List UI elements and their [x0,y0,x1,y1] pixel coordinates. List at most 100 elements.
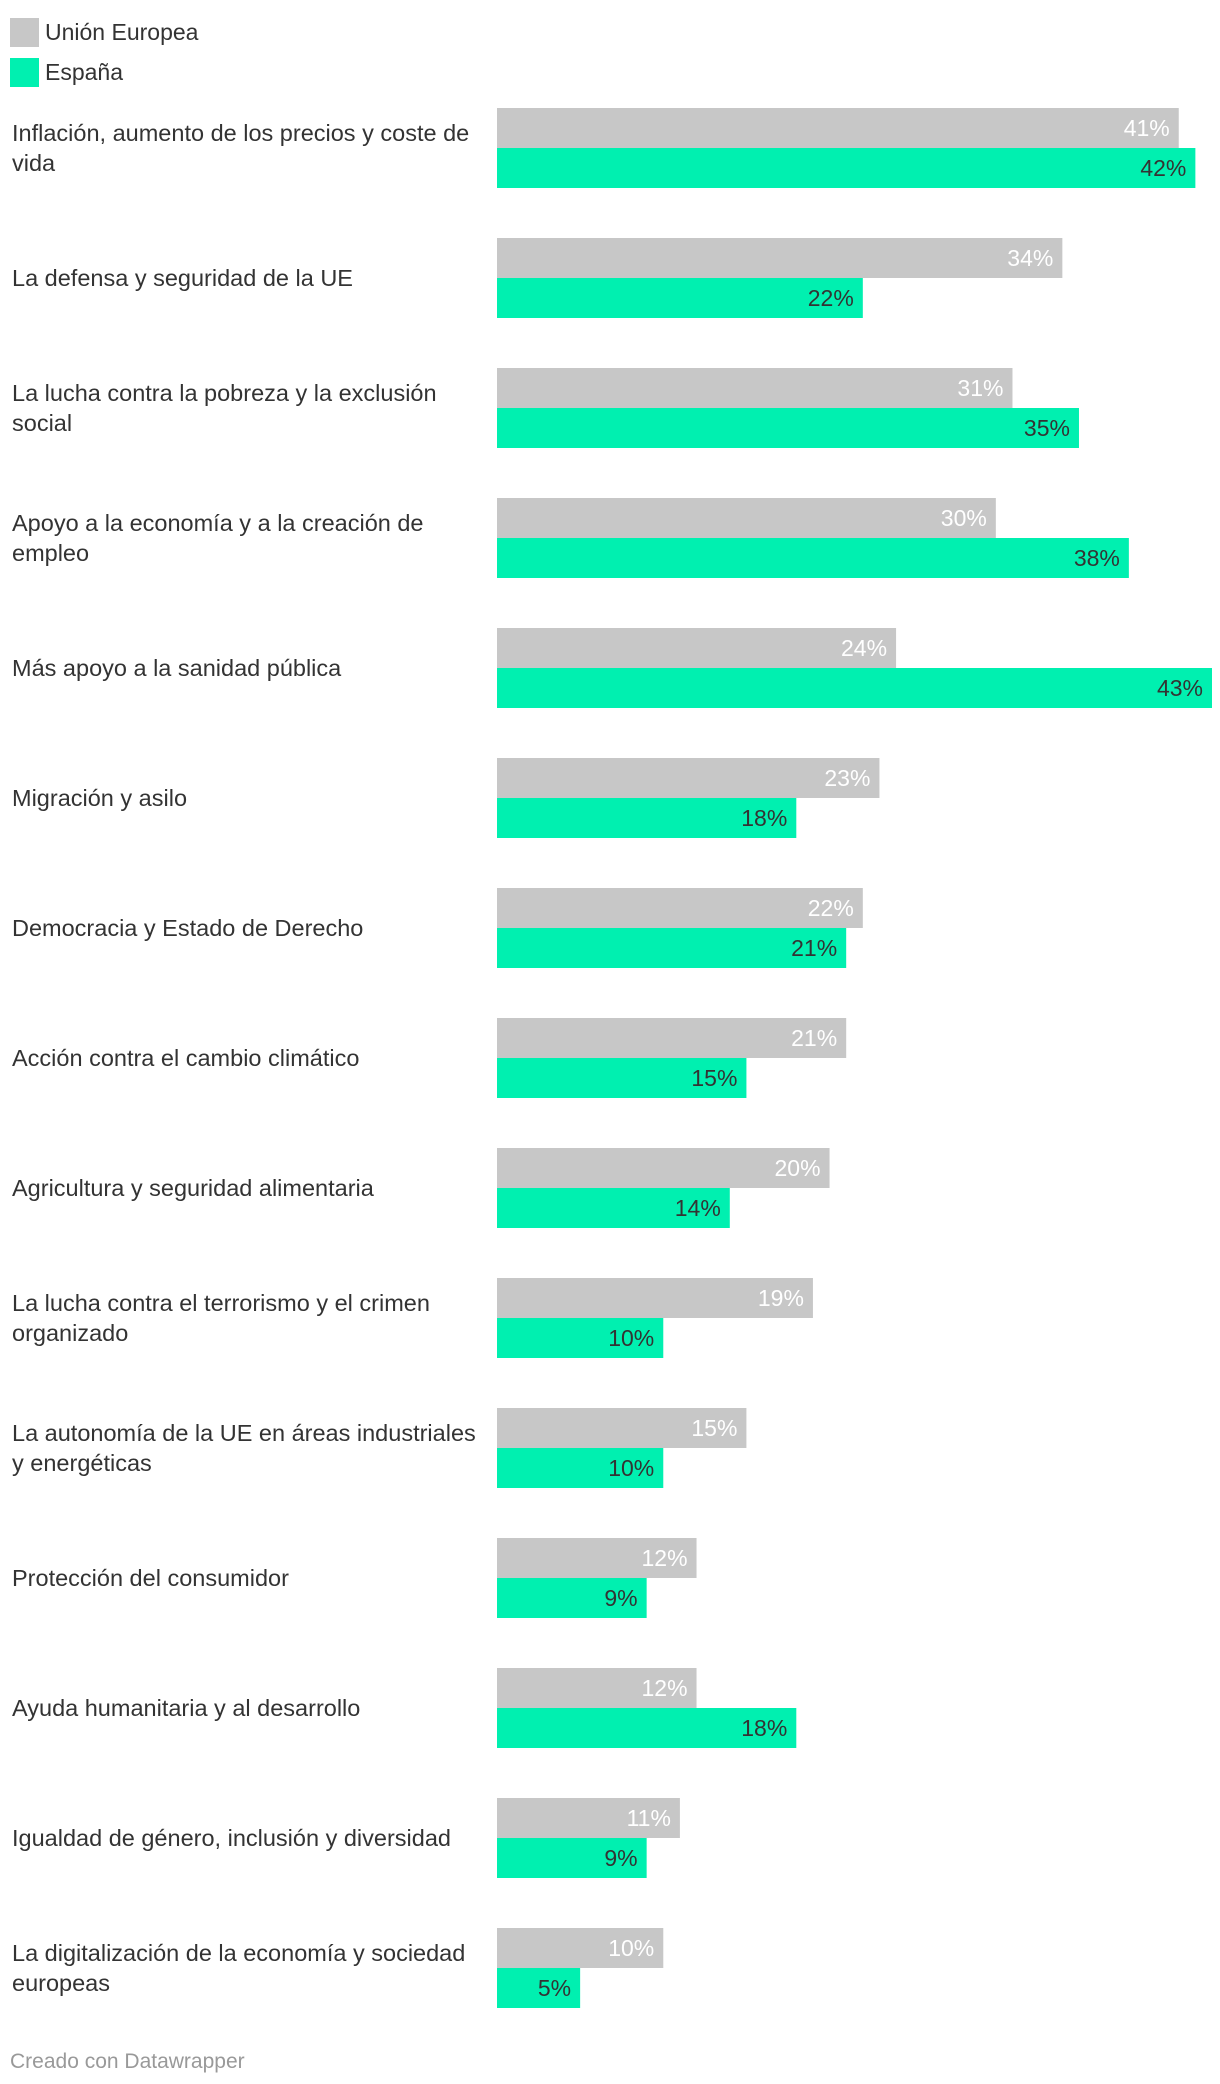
category-label: vida [12,150,56,176]
bar-value-label: 23% [824,765,870,791]
bar-value-label: 12% [641,1545,687,1571]
bar-espana [497,1318,664,1358]
legend-swatch-espana [10,57,39,87]
bar-espana [497,538,1129,578]
bar-espana [497,798,797,838]
bar-value-label: 11% [627,1805,671,1831]
bar-chart: Inflación, aumento de los precios y cost… [12,108,1212,2008]
bar-value-label: 10% [608,1935,654,1961]
bar-union-europea [497,1798,680,1838]
bar-union-europea [497,628,897,668]
category-label: Igualdad de género, inclusión y diversid… [12,1825,451,1851]
category-label: La lucha contra la pobreza y la exclusió… [12,380,437,406]
bar-espana [497,408,1079,448]
bar-espana [497,668,1212,708]
bar-group: Igualdad de género, inclusión y diversid… [12,1798,680,1878]
bar-group: Agricultura y seguridad alimentaria 20% 14… [12,1148,830,1228]
bar-value-label: 31% [957,375,1003,401]
legend-label-espana: España [45,58,124,85]
bar-union-europea [497,1018,847,1058]
category-label: La defensa y seguridad de la UE [12,265,353,291]
category-label: Apoyo a la economía y a la creación de [12,510,424,536]
bar-group: Democracia y Estado de Derecho 22% 21% [12,888,863,968]
legend-swatch-union-europea [10,17,39,47]
bar-union-europea [497,1928,664,1968]
bar-value-label: 5% [538,1975,571,2001]
category-label: Inflación, aumento de los precios y cost… [12,120,469,146]
footer-credit: Creado con Datawrapper [10,2050,245,2073]
category-label: La digitalización de la economía y socie… [12,1940,465,1966]
bar-espana [497,1968,581,2008]
bar-espana [497,928,847,968]
bar-union-europea [497,888,863,928]
category-label: Democracia y Estado de Derecho [12,915,363,941]
bar-value-label: 9% [604,1585,637,1611]
bar-value-label: 30% [941,505,987,531]
bar-group: La lucha contra la pobreza y la exclusió… [12,368,1079,448]
bar-union-europea [497,1668,697,1708]
bar-value-label: 19% [758,1285,804,1311]
bar-value-label: 35% [1024,415,1070,441]
bar-value-label: 21% [791,1025,837,1051]
bar-value-label: 41% [1124,115,1170,141]
category-label: empleo [12,540,89,566]
legend-item-union-europea: Unión Europea [10,12,198,52]
bar-espana [497,1578,647,1618]
bar-union-europea [497,368,1013,408]
bar-espana [497,1188,730,1228]
category-label: organizado [12,1320,128,1346]
bar-value-label: 22% [808,285,854,311]
bar-union-europea [497,498,996,538]
bar-group: La digitalización de la economía y socie… [12,1928,664,2008]
legend: Unión Europea España [10,12,198,92]
bar-value-label: 10% [608,1325,654,1351]
bar-value-label: 38% [1074,545,1120,571]
bar-espana [497,1708,797,1748]
category-label: Ayuda humanitaria y al desarrollo [12,1695,360,1721]
bar-group: Ayuda humanitaria y al desarrollo 12% 18% [12,1668,797,1748]
category-label: Protección del consumidor [12,1565,289,1591]
category-label: y energéticas [12,1450,152,1476]
category-label: Más apoyo a la sanidad pública [12,655,342,681]
bar-union-europea [497,1148,830,1188]
bar-group: Acción contra el cambio climático 21% 15% [12,1018,847,1098]
bar-group: Apoyo a la economía y a la creación de em… [12,498,1129,578]
bar-espana [497,1838,647,1878]
bar-espana [497,1058,747,1098]
bar-value-label: 20% [775,1155,821,1181]
bar-group: Protección del consumidor 12%9% [12,1538,697,1618]
bar-value-label: 10% [608,1455,654,1481]
category-label: europeas [12,1970,110,1996]
bar-value-label: 43% [1157,675,1203,701]
bar-value-label: 34% [1007,245,1053,271]
bar-union-europea [497,758,880,798]
bar-value-label: 21% [791,935,837,961]
bar-group: La defensa y seguridad de la UE 34% 22% [12,238,1063,318]
bar-value-label: 18% [741,805,787,831]
bar-union-europea [497,1538,697,1578]
bar-group: Migración y asilo 23% 18% [12,758,880,838]
bar-value-label: 24% [841,635,887,661]
category-label: La lucha contra el terrorismo y el crime… [12,1290,430,1316]
bar-value-label: 14% [675,1195,721,1221]
category-label: Agricultura y seguridad alimentaria [12,1175,375,1201]
bar-union-europea [497,108,1179,148]
bar-union-europea [497,1408,747,1448]
bar-value-label: 15% [691,1415,737,1441]
bar-group: Más apoyo a la sanidad pública 24% 43% [12,628,1212,708]
bar-group: La lucha contra el terrorismo y el crime… [12,1278,813,1358]
bar-union-europea [497,238,1063,278]
legend-label-union-europea: Unión Europea [45,18,199,45]
bar-group: Inflación, aumento de los precios y cost… [12,108,1196,188]
bar-espana [497,1448,664,1488]
bar-espana [497,148,1196,188]
bar-value-label: 22% [808,895,854,921]
bar-value-label: 18% [741,1715,787,1741]
bar-group: La autonomía de la UE en áreas industria… [12,1408,747,1488]
bar-value-label: 12% [641,1675,687,1701]
bar-value-label: 42% [1140,155,1186,181]
category-label: Migración y asilo [12,785,187,811]
category-label: Acción contra el cambio climático [12,1045,359,1071]
category-label: La autonomía de la UE en áreas industria… [12,1420,476,1446]
bar-value-label: 9% [604,1845,637,1871]
